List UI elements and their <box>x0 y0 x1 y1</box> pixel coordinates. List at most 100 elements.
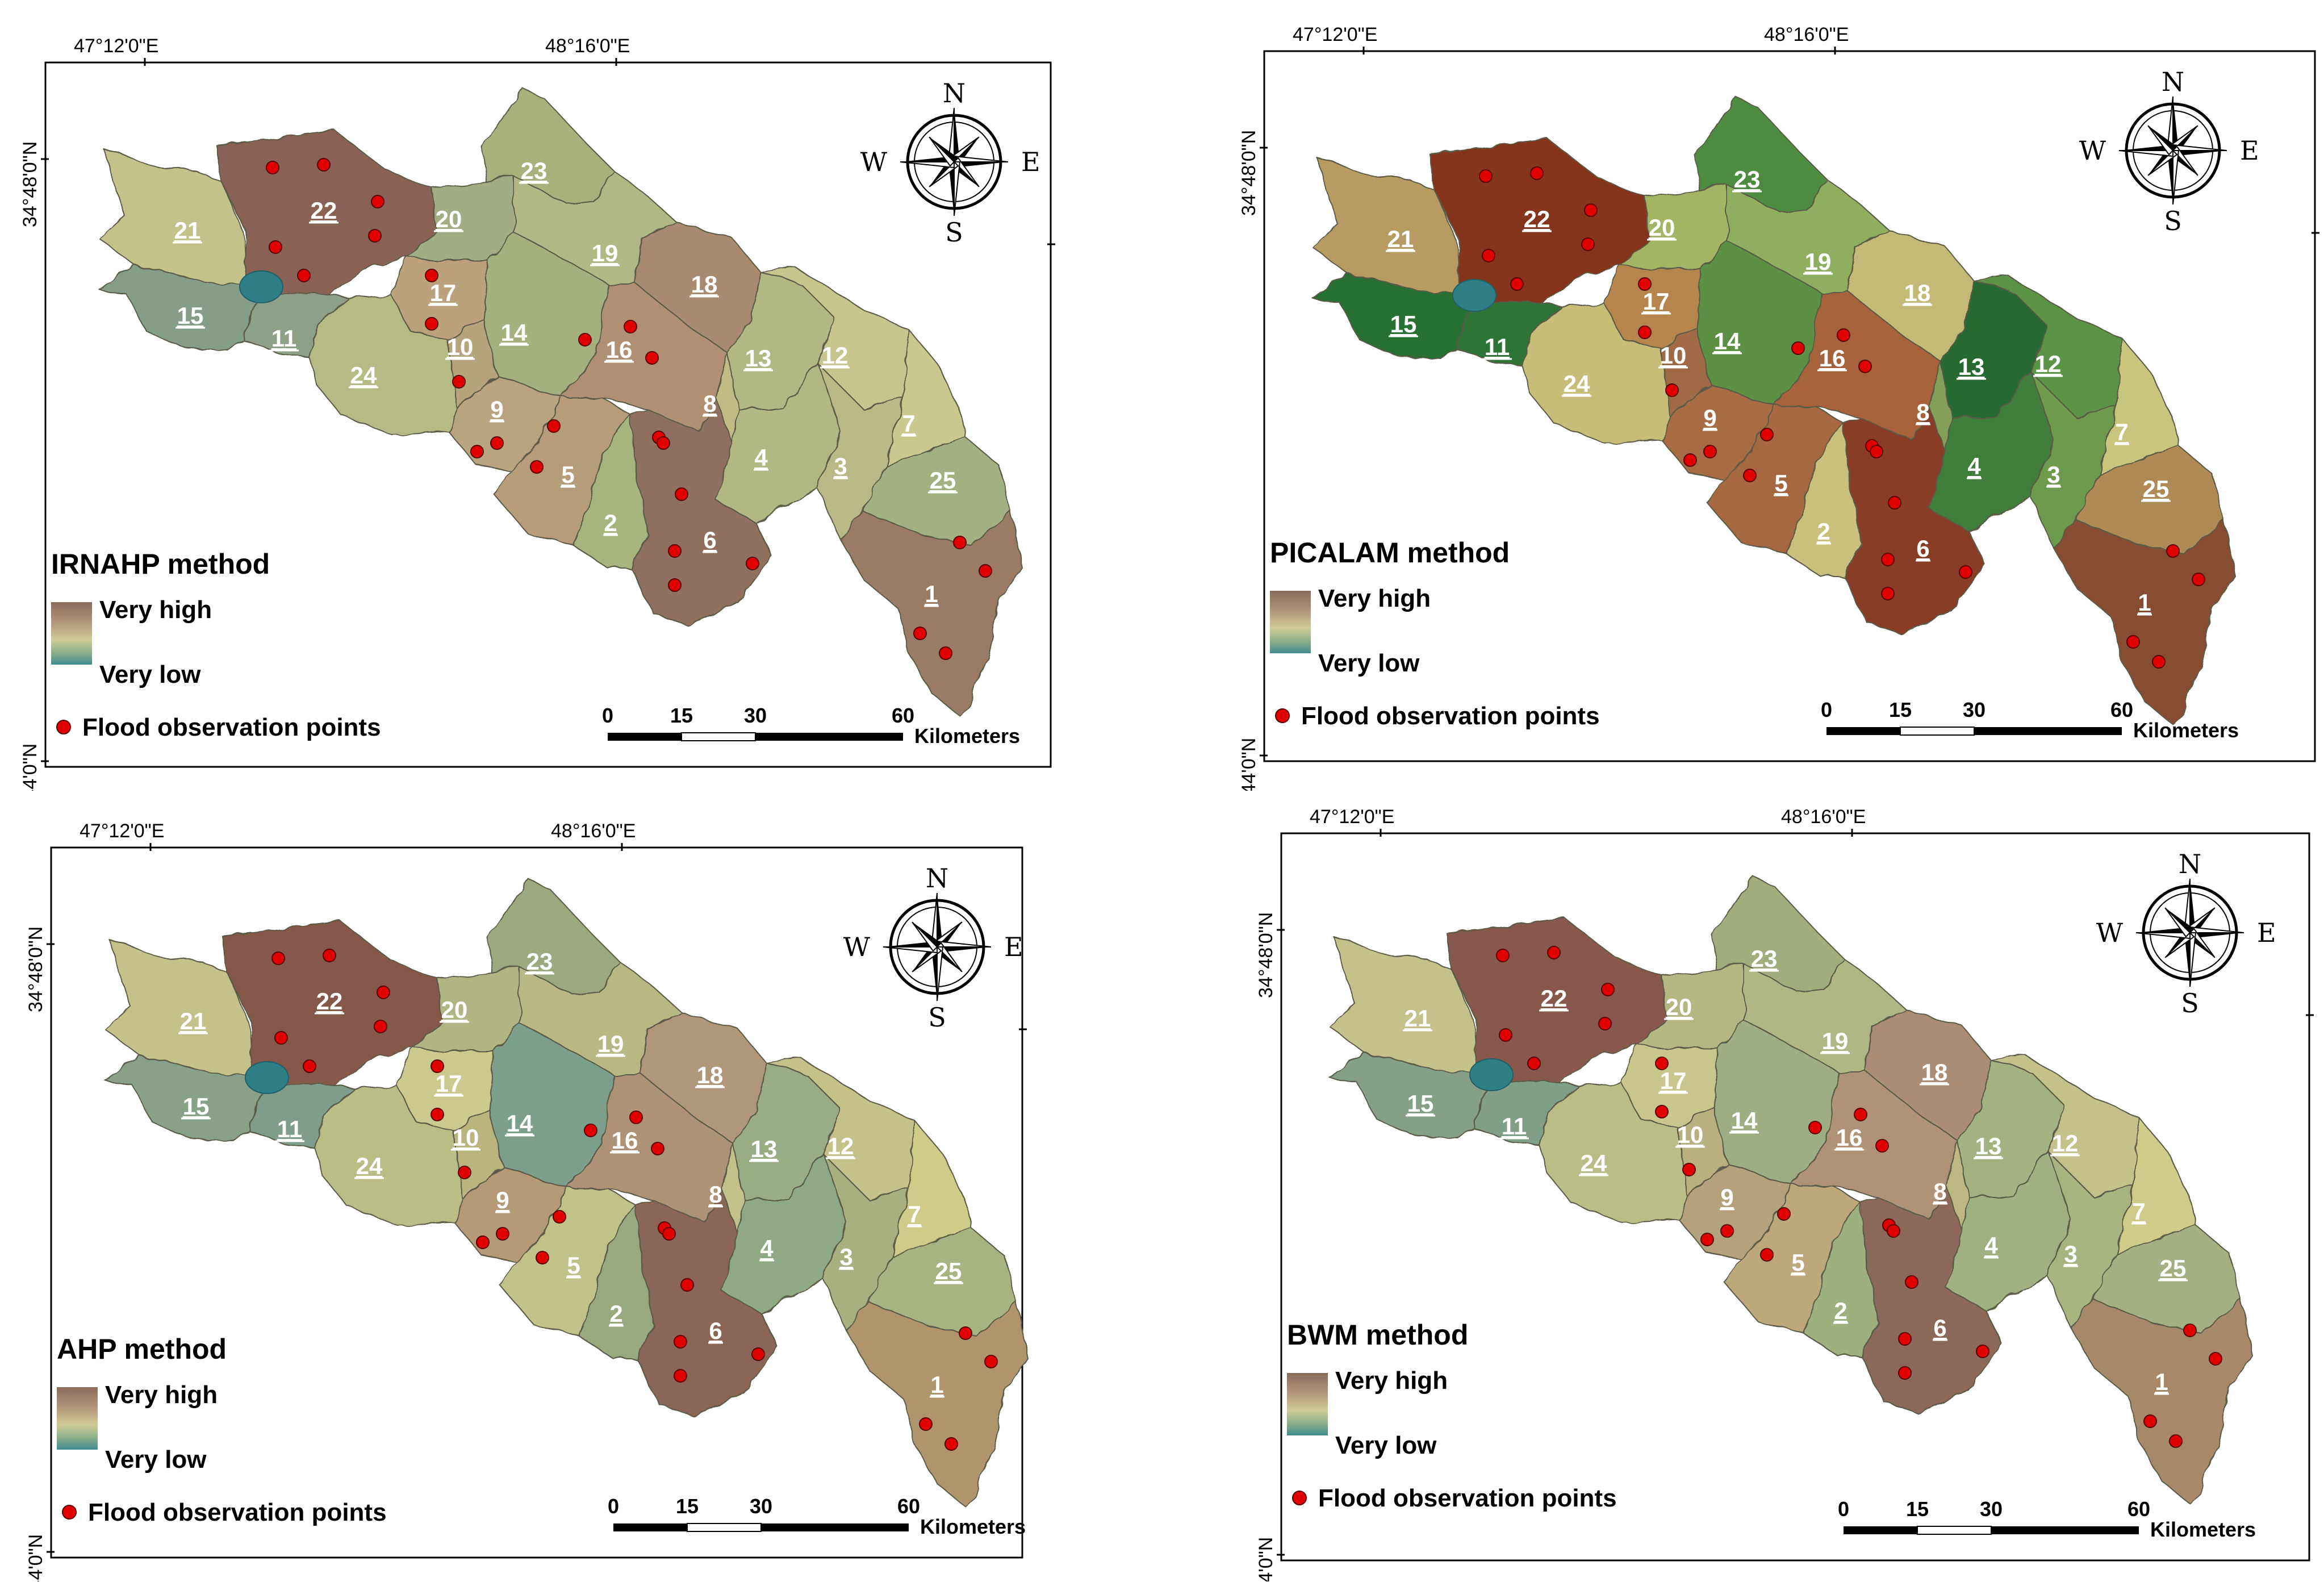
subbasin-label: 17 <box>1660 1067 1687 1094</box>
flood-observation-point <box>553 1210 566 1224</box>
subbasin-1 <box>846 1301 1029 1507</box>
subbasin-label: 10 <box>1677 1121 1704 1148</box>
subbasin-label: 20 <box>1649 214 1675 241</box>
subbasin-label: 23 <box>1751 945 1778 972</box>
latitude-label: 33°44'0"N <box>19 744 41 791</box>
scale-bar <box>761 1523 909 1531</box>
subbasin-label: 23 <box>526 948 553 975</box>
flood-observation-point <box>496 1227 509 1241</box>
map-svg: 47°12'0"E 48°16'0"E34°48'0"N33°44'0"N1234… <box>19 35 1055 791</box>
scale-tick-label: 60 <box>2110 698 2133 721</box>
flood-observation-point <box>1482 249 1495 262</box>
compass-rose-icon: N S E W <box>2096 849 2276 1019</box>
compass-w-label: W <box>2079 135 2106 166</box>
subbasin-label: 15 <box>1407 1090 1434 1117</box>
map-panel-bwm: 47°12'0"E 48°16'0"E 34°48'0"N 33°44'0"N 1 2 3 4… <box>1162 791 2324 1581</box>
flood-observation-point <box>425 317 438 331</box>
flood-observation-point <box>1858 360 1872 373</box>
subbasin-label: 6 <box>709 1317 722 1344</box>
scale-tick-label: 30 <box>1980 1497 2003 1521</box>
subbasin-label: 7 <box>2115 419 2128 445</box>
flood-observation-point <box>674 1335 687 1349</box>
flood-observation-point <box>458 1166 471 1179</box>
legend-color-ramp <box>1287 1373 1328 1435</box>
subbasin-label: 14 <box>1714 328 1741 354</box>
flood-observation-point <box>1499 1028 1512 1042</box>
subbasin-label: 1 <box>930 1371 943 1398</box>
subbasin-1 <box>840 511 1023 716</box>
longitude-label: 47°12'0"E <box>1310 806 1394 828</box>
flood-observation-point <box>269 240 282 254</box>
subbasin-label: 4 <box>754 444 768 471</box>
scale-tick-label: 15 <box>1906 1497 1929 1521</box>
flood-observation-point <box>317 158 331 172</box>
flood-observation-point <box>2183 1324 2197 1337</box>
flood-observation-point <box>490 436 504 450</box>
flood-observation-point <box>2169 1434 2183 1448</box>
flood-observation-point <box>751 1347 765 1361</box>
flood-observation-point <box>1598 1017 1612 1030</box>
subbasin-label: 8 <box>703 390 716 417</box>
map-svg: 47°12'0"E 48°16'0"E34°48'0"N33°44'0"N1234… <box>1255 806 2314 1581</box>
scale-tick-label: 0 <box>1821 698 1832 721</box>
scale-tick-label: 0 <box>1838 1497 1849 1521</box>
subbasin-label: 20 <box>436 206 462 232</box>
legend-very-low: Very low <box>1318 649 1420 677</box>
subbasin-label: 3 <box>834 453 847 479</box>
subbasin-label: 11 <box>277 1116 302 1142</box>
flood-observation-point <box>1881 553 1895 566</box>
subbasin-21 <box>1312 156 1461 293</box>
subbasin-label: 20 <box>1666 994 1692 1020</box>
latitude-label: 34°48'0"N <box>19 141 41 227</box>
legend-color-ramp <box>51 602 92 665</box>
compass-e-label: E <box>2257 917 2276 948</box>
subbasin-label: 10 <box>1660 342 1687 369</box>
flood-observation-point <box>1665 383 1679 397</box>
legend-very-low: Very low <box>99 661 201 688</box>
subbasin-label: 2 <box>1834 1297 1847 1324</box>
subbasin-label: 3 <box>2064 1241 2077 1267</box>
map-panel-irnahp: 47°12'0"E 48°16'0"E 34°48'0"N 33°44'0"N 1 2 3 4… <box>0 0 1162 791</box>
flood-observation-point <box>944 1437 958 1451</box>
subbasin-label: 18 <box>1921 1059 1948 1086</box>
subbasin-25 <box>2076 445 2225 554</box>
flood-observation-point <box>1655 1057 1669 1070</box>
subbasin-label: 6 <box>703 527 716 553</box>
flood-observation-point <box>303 1059 316 1073</box>
flood-observation-point <box>629 1111 643 1124</box>
flood-observation-point <box>1777 1207 1791 1221</box>
subbasin-label: 2 <box>1817 518 1830 545</box>
subbasin-24 <box>1539 1083 1688 1223</box>
flood-observation-point <box>2143 1414 2157 1428</box>
subbasin-label: 24 <box>1581 1150 1607 1176</box>
flood-observation-point <box>430 1108 444 1121</box>
subbasin-label: 9 <box>1720 1184 1733 1210</box>
flood-observation-point <box>274 1031 288 1045</box>
flood-observation-point <box>1655 1105 1669 1118</box>
latitude-label: 33°44'0"N <box>1238 738 1260 791</box>
compass-n-label: N <box>943 78 965 108</box>
compass-n-label: N <box>2179 849 2201 879</box>
flood-observation-point <box>2166 544 2180 558</box>
subbasin-23 <box>1695 96 1827 214</box>
legend-very-low: Very low <box>1335 1431 1437 1459</box>
flood-observation-point <box>1791 341 1805 355</box>
subbasin-label: 1 <box>2155 1368 2168 1395</box>
compass-e-label: E <box>2240 135 2259 166</box>
scale-tick-label: 15 <box>1889 698 1912 721</box>
subbasin-label: 8 <box>1916 399 1929 425</box>
subbasin-18 <box>636 221 762 353</box>
map-panel-ahp: 47°12'0"E 48°16'0"E 34°48'0"N 33°44'0"N 1 2 3 4… <box>0 791 1162 1581</box>
compass-s-label: S <box>928 1002 946 1033</box>
subbasin-label: 18 <box>691 271 718 298</box>
flood-observation-point <box>584 1124 597 1137</box>
subbasin-label: 25 <box>935 1258 962 1284</box>
flood-observation-point <box>668 544 682 558</box>
flood-observation-point <box>476 1235 490 1249</box>
subbasin-label: 5 <box>1774 470 1787 496</box>
subbasin-23 <box>482 87 614 205</box>
flood-observation-point <box>578 333 592 347</box>
flood-observation-point <box>979 564 992 578</box>
